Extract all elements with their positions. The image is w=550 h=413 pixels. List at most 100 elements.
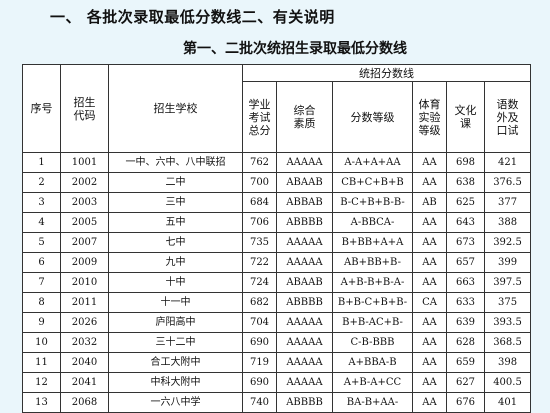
cell-school: 中科大附中: [108, 372, 243, 393]
cell-school: 九中: [108, 252, 243, 273]
cell-culture: 633: [446, 292, 485, 313]
cell-culture: 657: [446, 252, 485, 273]
cell-grade: CB+C+B+B: [332, 172, 413, 193]
cell-chinese: 392.5: [483, 232, 532, 253]
cell-total: 724: [242, 272, 277, 293]
cell-culture: 676: [446, 392, 485, 413]
cell-pe: AA: [412, 392, 447, 413]
cell-code: 2011: [60, 292, 109, 313]
cell-grade: A+BBA-B: [332, 352, 413, 373]
cell-grade: A-BBCA-: [332, 212, 413, 233]
cell-index: 2: [22, 172, 61, 193]
cell-total: 762: [242, 152, 277, 173]
header-group: 统招分数线: [241, 64, 532, 82]
cell-culture: 698: [446, 152, 485, 173]
table-row: 3 2003 三中 684 ABBAB B-C+B+B-B- AB 625 377: [22, 192, 532, 213]
cell-total: 684: [242, 192, 277, 213]
cell-index: 10: [22, 332, 61, 353]
cell-chinese: 399: [483, 252, 532, 273]
cell-pe: CA: [412, 292, 447, 313]
cell-code: 2003: [60, 192, 109, 213]
header-row-group: 序号 招生代码 招生学校 统招分数线: [22, 64, 532, 153]
cell-grade: BA-B+AA-: [332, 392, 413, 413]
cell-pe: AA: [412, 232, 447, 253]
cell-grade: B+BB+A+A: [332, 232, 413, 253]
cell-total: 719: [242, 352, 277, 373]
cell-index: 12: [22, 372, 61, 393]
header-chinese: 语数外及口试: [483, 81, 532, 153]
cell-pe: AA: [412, 272, 447, 293]
cell-grade: A-A+A+AA: [332, 152, 413, 173]
cell-grade: B+B-AC+B-: [332, 312, 413, 333]
cell-total: 740: [242, 392, 277, 413]
cell-culture: 628: [446, 332, 485, 353]
table-body: 1 1001 一中、六中、八中联招 762 AAAAA A-A+A+AA AA 698 421 2…: [22, 152, 532, 413]
cell-grade: AB+BB+B-: [332, 252, 413, 273]
header-school: 招生学校: [108, 64, 243, 153]
cell-chinese: 398: [483, 352, 532, 373]
cell-quality: ABBBB: [276, 212, 333, 233]
cell-school: 十中: [108, 272, 243, 293]
cell-school: 一六八中学: [108, 392, 243, 413]
cell-code: 1001: [60, 152, 109, 173]
cell-pe: AA: [412, 352, 447, 373]
table-row: 2 2002 二中 700 ABAAB CB+C+B+B AA 638 376.5: [22, 172, 532, 193]
cell-grade: A+B-A+CC: [332, 372, 413, 393]
cell-grade: C-B-BBB: [332, 332, 413, 353]
cell-culture: 638: [446, 172, 485, 193]
cell-total: 700: [242, 172, 277, 193]
cell-chinese: 393.5: [483, 312, 532, 333]
cell-chinese: 421: [483, 152, 532, 173]
cell-chinese: 400.5: [483, 372, 532, 393]
cell-culture: 659: [446, 352, 485, 373]
cell-school: 二中: [108, 172, 243, 193]
cell-grade: B-C+B+B-B-: [332, 192, 413, 213]
table-title: 第一、二批次统招生录取最低分数线: [183, 41, 407, 57]
cell-index: 8: [22, 292, 61, 313]
cell-culture: 643: [446, 212, 485, 233]
cell-quality: AAAAA: [276, 252, 333, 273]
cell-index: 4: [22, 212, 61, 233]
cell-chinese: 388: [483, 212, 532, 233]
cell-pe: AA: [412, 152, 447, 173]
cell-school: 合工大附中: [108, 352, 243, 373]
table-row: 10 2032 三十二中 690 AAAAA C-B-BBB AA 628 368.5: [22, 332, 532, 353]
cell-school: 七中: [108, 232, 243, 253]
cell-total: 682: [242, 292, 277, 313]
cell-pe: AB: [412, 192, 447, 213]
cell-school: 十一中: [108, 292, 243, 313]
cell-code: 2009: [60, 252, 109, 273]
cell-quality: ABBBB: [276, 392, 333, 413]
cell-quality: AAAAA: [276, 332, 333, 353]
table-row: 9 2026 庐阳高中 704 AAAAA B+B-AC+B- AA 639 393.5: [22, 312, 532, 333]
page-heading: 一、 各批次录取最低分数线二、有关说明: [50, 8, 335, 26]
cell-index: 3: [22, 192, 61, 213]
cell-code: 2005: [60, 212, 109, 233]
cell-quality: AAAAA: [276, 232, 333, 253]
header-quality: 综合素质: [276, 81, 333, 153]
cell-quality: AAAAA: [276, 372, 333, 393]
cell-code: 2026: [60, 312, 109, 333]
cell-pe: AA: [412, 372, 447, 393]
header-index: 序号: [22, 64, 61, 153]
cell-quality: AAAAA: [276, 312, 333, 333]
cell-pe: AA: [412, 172, 447, 193]
cell-total: 722: [242, 252, 277, 273]
cell-culture: 627: [446, 372, 485, 393]
cell-total: 706: [242, 212, 277, 233]
cell-culture: 625: [446, 192, 485, 213]
cell-index: 13: [22, 392, 61, 413]
table-row: 5 2007 七中 735 AAAAA B+BB+A+A AA 673 392.5: [22, 232, 532, 253]
score-table: 序号 招生代码 招生学校 统招分数线 学业考试总分 综合素质 分数等级 体育实验…: [22, 64, 532, 413]
cell-index: 11: [22, 352, 61, 373]
cell-quality: ABBBB: [276, 292, 333, 313]
cell-pe: AA: [412, 252, 447, 273]
cell-total: 690: [242, 372, 277, 393]
cell-quality: ABAAB: [276, 272, 333, 293]
cell-chinese: 397.5: [483, 272, 532, 293]
cell-grade: B+B-C+B+B-: [332, 292, 413, 313]
header-total: 学业考试总分: [242, 81, 277, 153]
cell-index: 9: [22, 312, 61, 333]
cell-culture: 639: [446, 312, 485, 333]
cell-total: 704: [242, 312, 277, 333]
